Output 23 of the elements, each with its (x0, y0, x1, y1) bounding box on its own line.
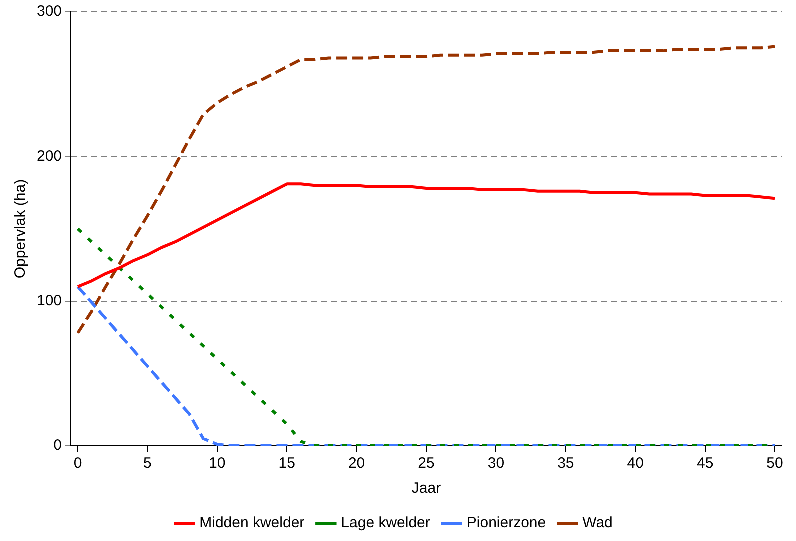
y-tick-label: 100 (36, 292, 62, 310)
x-tick-label: 20 (348, 455, 366, 472)
x-tick-label: 5 (144, 455, 152, 472)
line-series (76, 285, 777, 446)
x-tick-label: 40 (627, 455, 644, 472)
x-tick-label: 15 (278, 455, 296, 472)
y-tick-label: 200 (36, 148, 62, 165)
legend-label: Pionierzone (466, 514, 546, 532)
legend-label: Midden kwelder (200, 514, 305, 532)
x-tick-label: 30 (488, 455, 505, 472)
x-tick-label: 10 (209, 455, 226, 472)
legend-label: Wad (582, 514, 613, 532)
x-tick-label: 50 (766, 455, 784, 472)
x-tick-label: 0 (74, 455, 82, 472)
x-tick-label: 25 (418, 455, 435, 472)
y-tick-label: 300 (36, 3, 62, 20)
legend-label: Lage kwelder (341, 514, 430, 532)
line-series (76, 45, 777, 335)
y-axis-title: Oppervlak (ha) (12, 179, 30, 279)
y-tick-label: 0 (54, 437, 62, 454)
x-axis-title: Jaar (412, 480, 442, 498)
x-tick-label: 35 (558, 455, 574, 472)
x-tick-label: 45 (696, 455, 714, 472)
